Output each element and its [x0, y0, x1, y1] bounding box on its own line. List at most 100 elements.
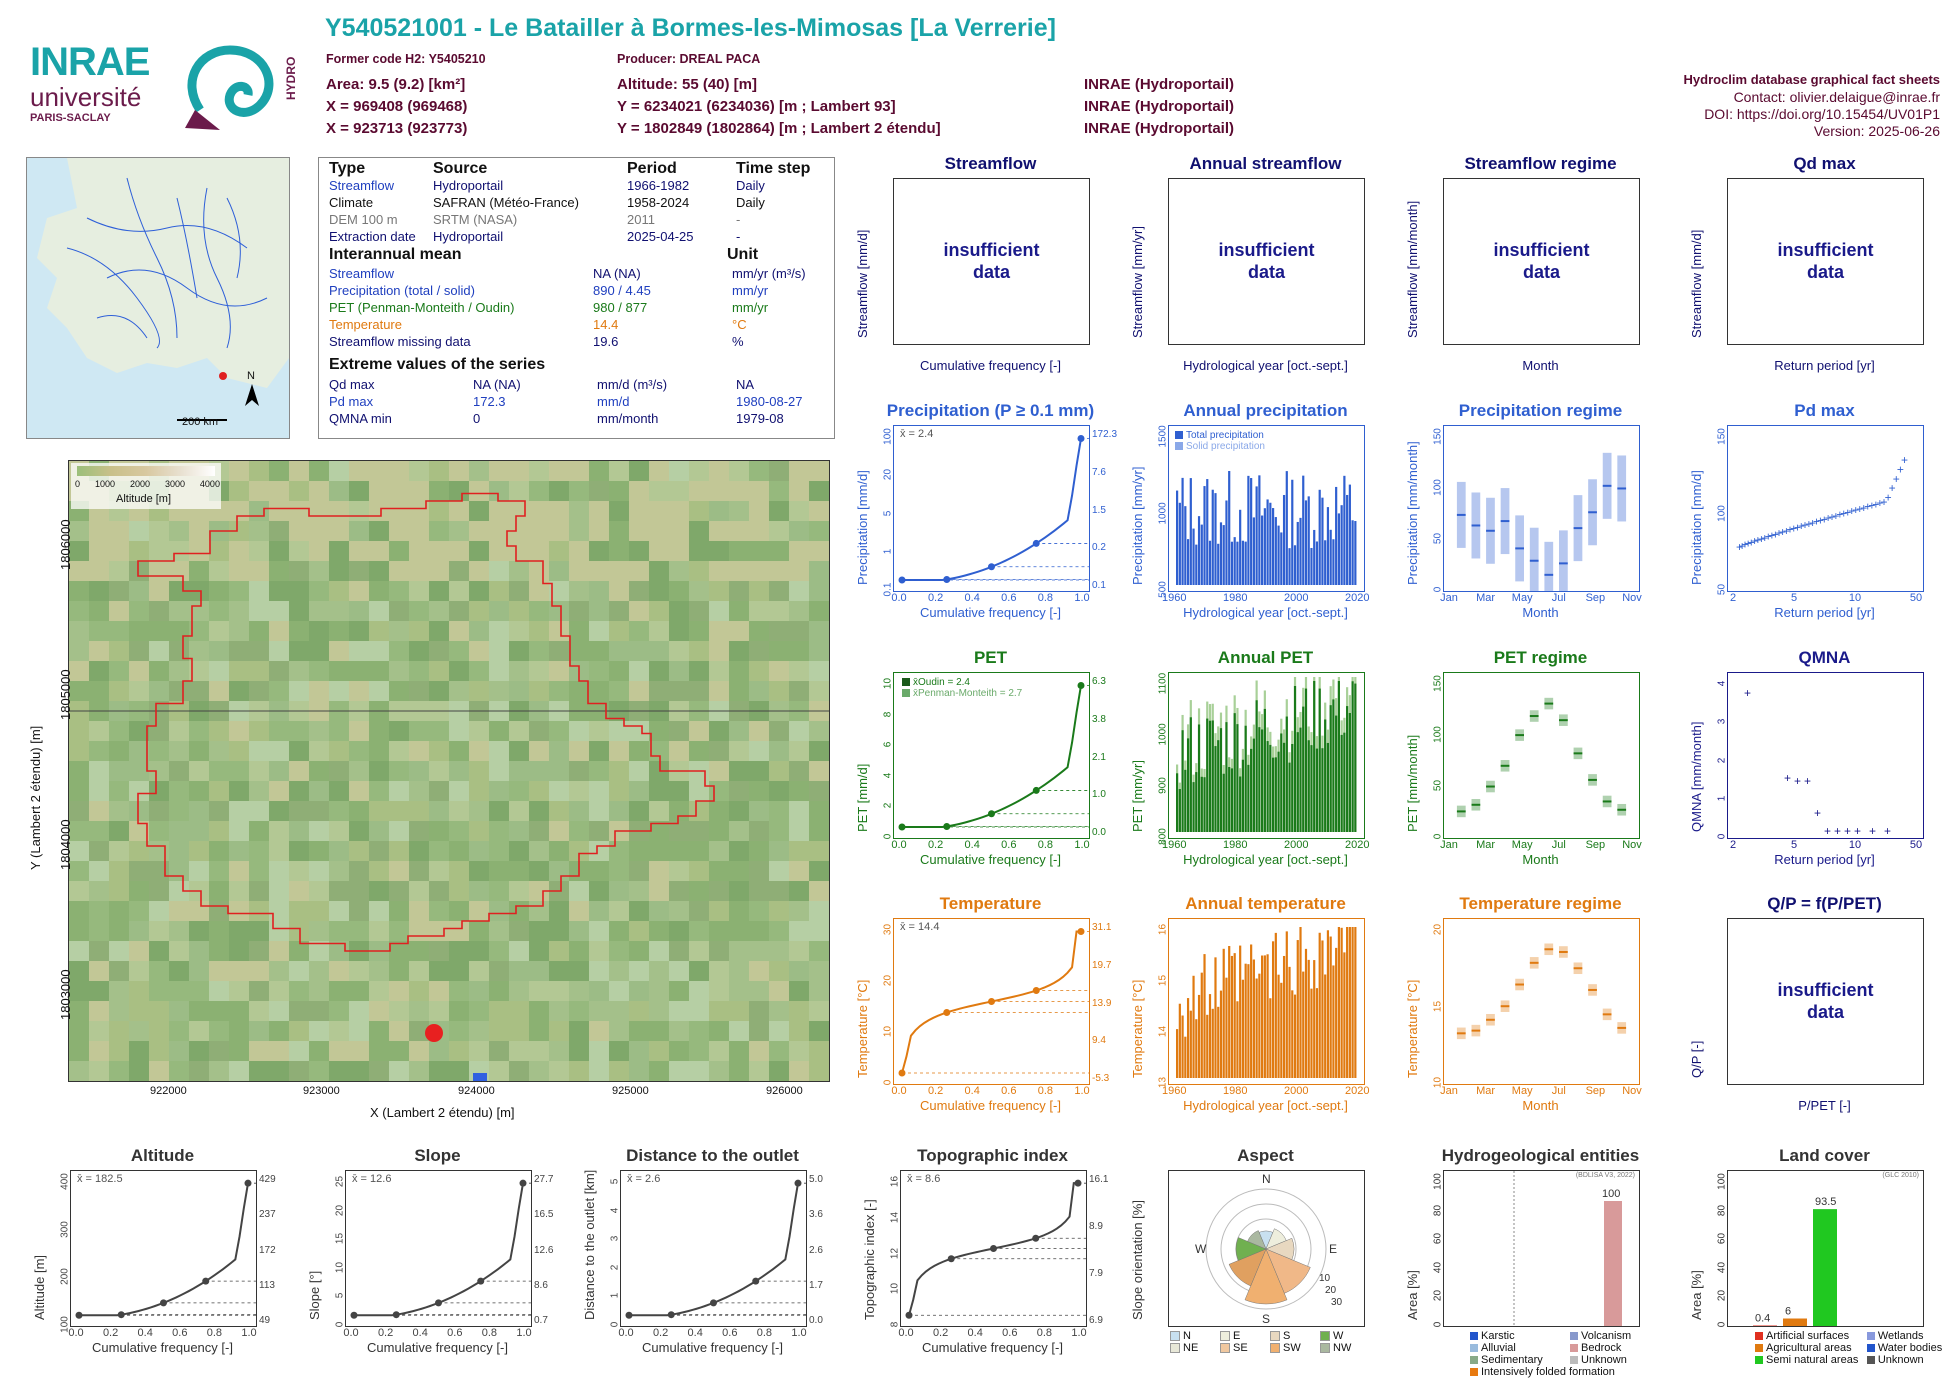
- dem-cell: [149, 561, 169, 581]
- precip-regime-ylabel: Precipitation [mm/month]: [1405, 441, 1420, 585]
- dem-cell: [629, 561, 649, 581]
- dem-cell: [569, 521, 589, 541]
- y-tick-label: 15: [334, 1233, 346, 1245]
- dem-cell: [529, 781, 549, 801]
- dem-cell: [449, 921, 469, 941]
- dem-cell: [709, 1061, 729, 1081]
- interannual-title: Interannual mean: [329, 246, 462, 263]
- scatter-point: +: [1844, 824, 1851, 838]
- dem-cell: [89, 1001, 109, 1021]
- scatter-point: +: [1852, 503, 1859, 517]
- dem-cell: [729, 581, 749, 601]
- dem-cell: [709, 861, 729, 881]
- dem-cell: [809, 461, 829, 481]
- y-tick-label: 10: [882, 677, 894, 690]
- dem-cell: [729, 981, 749, 1001]
- x-tick-label: 0.0: [891, 1085, 907, 1097]
- y-tick-label: 0: [1716, 1321, 1728, 1328]
- dem-cell: [309, 481, 329, 501]
- x-tick-label: 0.2: [927, 1085, 944, 1097]
- dem-cell: [529, 521, 549, 541]
- dem-cell: [289, 881, 309, 901]
- annual-bars-svg: [1176, 470, 1357, 585]
- bar: [1192, 975, 1195, 1078]
- dem-cell: [349, 681, 369, 701]
- cdf-line: [902, 438, 1082, 582]
- scatter-point: +: [1836, 508, 1843, 522]
- x-lambert2e: X = 923713 (923773): [326, 120, 468, 137]
- hydrogeo-legend: Karstic Volcanism Alluvial Bedrock Sedimenta…: [1470, 1330, 1670, 1378]
- bar: [1318, 489, 1321, 585]
- dem-cell: [309, 941, 329, 961]
- dem-cell: [409, 961, 429, 981]
- dem-cell: [189, 721, 209, 741]
- hydrogeo-legend-item: Sedimentary: [1470, 1354, 1570, 1366]
- dem-cell: [249, 661, 269, 681]
- right-tick-label: 1.0: [1092, 789, 1106, 801]
- x-tick-label: 1.0: [516, 1327, 532, 1339]
- bar: [1255, 486, 1258, 585]
- dem-cell: [409, 781, 429, 801]
- bar: [1241, 540, 1245, 585]
- y-tick-label: 30: [882, 923, 894, 936]
- dem-cell: [789, 681, 809, 701]
- dem-cell: [649, 801, 669, 821]
- dem-cell: [149, 901, 169, 921]
- bar: [1250, 748, 1253, 832]
- scatter-point: +: [1817, 513, 1824, 527]
- dem-cell: [289, 601, 309, 621]
- aspect-legend-item: NW: [1320, 1342, 1370, 1354]
- cdf-line: [79, 1183, 249, 1317]
- bar: [1291, 479, 1294, 585]
- dem-cell: [289, 481, 309, 501]
- bar: [1282, 955, 1286, 1078]
- y-tick-label: 2: [609, 1264, 621, 1271]
- dem-cell: [149, 741, 169, 761]
- dem-cell: [249, 1061, 269, 1081]
- dem-cell: [529, 1041, 549, 1061]
- bar: [1315, 748, 1319, 832]
- dem-cell: [489, 661, 509, 681]
- dem-cell: [289, 941, 309, 961]
- dem-cell: [749, 1001, 769, 1021]
- dem-cell: [569, 721, 589, 741]
- dem-cell: [69, 1001, 89, 1021]
- hydrogeo-svg: 100: [1513, 1171, 1622, 1326]
- dem-cell: [729, 941, 749, 961]
- dem-cell: [149, 861, 169, 881]
- qmna-ylabel: QMNA [mm/month]: [1689, 721, 1704, 832]
- bar: [1315, 541, 1319, 585]
- aspect-sector: [1244, 1248, 1288, 1305]
- dem-cell: [449, 601, 469, 621]
- dem-cell: [489, 961, 509, 981]
- dem-cell: [329, 1061, 349, 1081]
- dem-cell: [809, 581, 829, 601]
- scatter-point: +: [1802, 518, 1809, 532]
- dem-cell: [629, 881, 649, 901]
- doi-link[interactable]: DOI: https://doi.org/10.15454/UV01P1: [1704, 106, 1940, 122]
- dem-cell: [129, 1001, 149, 1021]
- dem-cell: [609, 561, 629, 581]
- bar: [1299, 517, 1302, 585]
- hydrogeo-legend-label: Sedimentary: [1481, 1354, 1543, 1366]
- dem-cell: [409, 641, 429, 661]
- scatter-point: +: [1761, 531, 1768, 545]
- dem-cell: [429, 501, 449, 521]
- pd-max-title: Pd max: [1794, 401, 1855, 420]
- dem-cell: [89, 901, 109, 921]
- bar: [1326, 930, 1330, 1078]
- dem-cell: [669, 941, 689, 961]
- y-tick-label: 2: [1716, 757, 1728, 763]
- scatter-point: +: [1860, 501, 1867, 515]
- catchment-outline: [137, 492, 715, 952]
- dem-cell: [549, 1041, 569, 1061]
- dem-cell: [369, 1061, 389, 1081]
- dem-cell: [729, 681, 749, 701]
- dem-cell: [289, 561, 309, 581]
- y-tick-label: 14: [889, 1211, 901, 1223]
- bar: [1228, 470, 1231, 585]
- bar: [1252, 959, 1255, 1078]
- bar: [1184, 1036, 1187, 1078]
- y-tick-label: 100: [1432, 726, 1444, 743]
- qdmax-date: NA: [736, 377, 755, 392]
